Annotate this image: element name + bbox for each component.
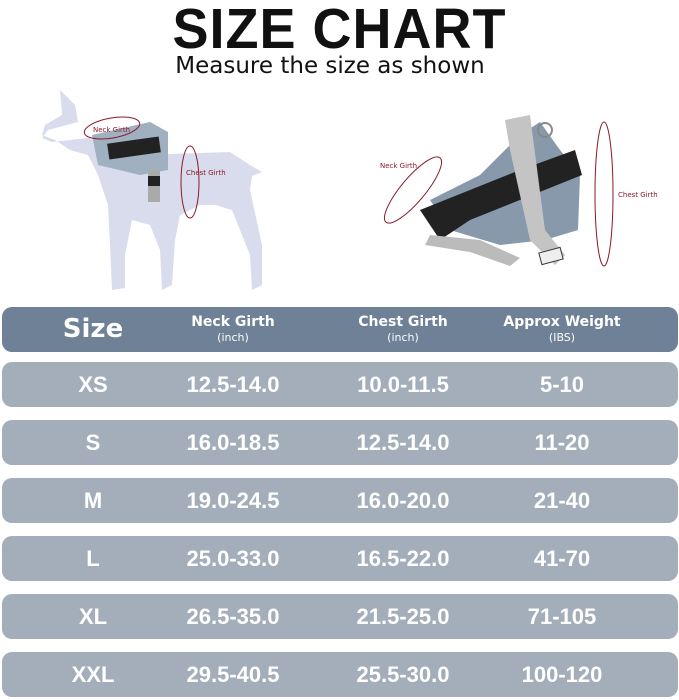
cell-size: M	[83, 487, 103, 513]
cell-size: XL	[78, 603, 108, 629]
table-row: M 19.0-24.5 16.0-20.0 21-40	[2, 478, 678, 523]
neck-girth-label-harness: Neck Girth	[380, 162, 417, 170]
table-row: L 25.0-33.0 16.5-22.0 41-70	[2, 536, 678, 581]
table-header: Size Neck Girth (inch) Chest Girth (inch) …	[2, 307, 678, 352]
header-chest-unit: (inch)	[387, 330, 419, 344]
cell-weight: 100-120	[521, 661, 603, 687]
cell-neck-girth: 16.0-18.5	[186, 429, 280, 455]
cell-weight: 41-70	[533, 545, 591, 571]
cell-chest-girth: 10.0-11.5	[357, 371, 449, 397]
header-weight-unit: (IBS)	[548, 330, 576, 344]
header-neck-girth: Neck Girth (inch)	[191, 307, 275, 352]
cell-chest-girth: 21.5-25.0	[356, 603, 450, 629]
chest-girth-label-harness: Chest Girth	[618, 191, 658, 199]
page-subtitle: Measure the size as shown	[175, 53, 485, 79]
chest-girth-marker-harness: Chest Girth	[594, 121, 658, 267]
table-row: XS 12.5-14.0 10.0-11.5 5-10	[2, 362, 678, 407]
cell-size: XXL	[71, 661, 115, 687]
page-title: SIZE CHART	[172, 0, 507, 61]
neck-girth-label-dog: Neck Girth	[93, 126, 130, 134]
cell-size: XS	[78, 371, 108, 397]
cell-chest-girth: 25.5-30.0	[356, 661, 450, 687]
dog-harness	[92, 122, 168, 202]
cell-neck-girth: 12.5-14.0	[186, 371, 280, 397]
cell-weight: 71-105	[527, 603, 597, 629]
chest-girth-label-dog: Chest Girth	[186, 169, 226, 177]
cell-size: L	[86, 545, 100, 571]
header-chest-label: Chest Girth	[358, 313, 448, 330]
cell-weight: 5-10	[539, 371, 585, 397]
table-row: S 16.0-18.5 12.5-14.0 11-20	[2, 420, 678, 465]
neck-girth-marker-harness: Neck Girth	[380, 156, 443, 224]
cell-neck-girth: 26.5-35.0	[186, 603, 280, 629]
cell-weight: 21-40	[533, 487, 591, 513]
header-neck-unit: (inch)	[217, 330, 249, 344]
cell-weight: 11-20	[534, 429, 590, 455]
cell-neck-girth: 29.5-40.5	[186, 661, 280, 687]
cell-chest-girth: 16.5-22.0	[356, 545, 450, 571]
neck-girth-marker-dog: Neck Girth	[83, 116, 141, 140]
header-size: Size	[63, 307, 123, 352]
cell-chest-girth: 16.0-20.0	[356, 487, 450, 513]
measurement-illustration: Neck Girth Chest Girth Neck Girth Chest …	[42, 90, 658, 290]
cell-chest-girth: 12.5-14.0	[356, 429, 450, 455]
header-neck-label: Neck Girth	[191, 313, 275, 330]
cell-size: S	[85, 429, 101, 455]
cell-neck-girth: 19.0-24.5	[186, 487, 280, 513]
header-chest-girth: Chest Girth (inch)	[358, 307, 448, 352]
cell-neck-girth: 25.0-33.0	[186, 545, 280, 571]
table-row: XL 26.5-35.0 21.5-25.0 71-105	[2, 594, 678, 639]
header-size-label: Size	[62, 314, 124, 344]
header-weight: Approx Weight (IBS)	[503, 307, 620, 352]
chest-girth-marker-dog: Chest Girth	[180, 145, 226, 219]
table-row: XXL 29.5-40.5 25.5-30.0 100-120	[2, 652, 678, 697]
header-weight-label: Approx Weight	[503, 313, 621, 330]
harness-product	[420, 115, 582, 266]
